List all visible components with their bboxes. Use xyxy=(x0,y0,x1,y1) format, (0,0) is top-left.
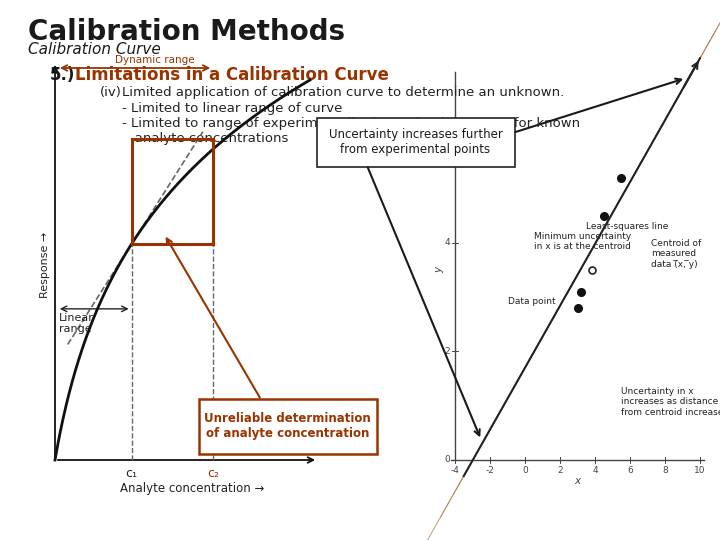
Text: 4: 4 xyxy=(444,238,450,247)
Text: 5.): 5.) xyxy=(50,66,76,84)
Text: Uncertainty increases further
from experimental points: Uncertainty increases further from exper… xyxy=(328,128,503,156)
Text: Limitations in a Calibration Curve: Limitations in a Calibration Curve xyxy=(75,66,389,84)
Text: c₂: c₂ xyxy=(207,467,219,480)
Text: -4: -4 xyxy=(451,466,459,475)
Text: Limited application of calibration curve to determine an unknown.: Limited application of calibration curve… xyxy=(122,86,564,99)
Text: 8: 8 xyxy=(662,466,668,475)
Text: y: y xyxy=(434,267,444,273)
Text: -2: -2 xyxy=(485,466,495,475)
FancyBboxPatch shape xyxy=(199,399,377,454)
Text: 0: 0 xyxy=(522,466,528,475)
Text: Data point: Data point xyxy=(508,297,555,306)
Text: 6: 6 xyxy=(627,466,633,475)
Text: - Limited to linear range of curve: - Limited to linear range of curve xyxy=(122,102,343,115)
Text: 10: 10 xyxy=(694,466,706,475)
Text: x: x xyxy=(575,476,580,486)
Text: (iv): (iv) xyxy=(100,86,122,99)
Text: Linear
range: Linear range xyxy=(59,313,94,334)
Text: Response →: Response → xyxy=(40,232,50,298)
Text: Unreliable determination
of analyte concentration: Unreliable determination of analyte conc… xyxy=(204,412,371,440)
FancyBboxPatch shape xyxy=(317,118,515,166)
Text: 0: 0 xyxy=(444,456,450,464)
Text: Analyte concentration →: Analyte concentration → xyxy=(120,482,265,495)
Text: - Limited to range of experimentally determined response for known: - Limited to range of experimentally det… xyxy=(122,117,580,130)
Text: Least-squares line: Least-squares line xyxy=(586,222,669,232)
Text: 4: 4 xyxy=(592,466,598,475)
Text: 2: 2 xyxy=(444,347,450,356)
Text: Uncertainty in x
increases as distance
from centroid increases: Uncertainty in x increases as distance f… xyxy=(621,387,720,416)
Text: Calibration Methods: Calibration Methods xyxy=(28,18,345,46)
Bar xyxy=(132,139,213,244)
Text: Dynamic range: Dynamic range xyxy=(115,55,194,65)
Text: Calibration Curve: Calibration Curve xyxy=(28,42,161,57)
Text: Minimum uncertainty
in x is at the centroid: Minimum uncertainty in x is at the centr… xyxy=(534,232,631,252)
Text: analyte concentrations: analyte concentrations xyxy=(122,132,289,145)
Text: 6: 6 xyxy=(444,130,450,139)
Text: c₁: c₁ xyxy=(125,467,138,480)
Text: 2: 2 xyxy=(557,466,563,475)
Text: Centroid of
measured
data (̅x, ̅y): Centroid of measured data (̅x, ̅y) xyxy=(651,239,701,268)
Polygon shape xyxy=(426,0,720,540)
